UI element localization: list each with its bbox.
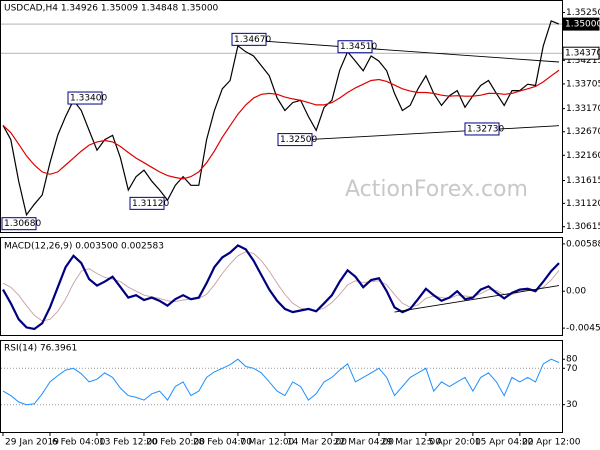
annotation-box bbox=[277, 133, 313, 147]
x-tick-label: 14 Mar 20:00 bbox=[287, 438, 347, 448]
y-tick-label: 1.33705 bbox=[566, 79, 600, 89]
annotation-box bbox=[231, 32, 267, 46]
series-line bbox=[2, 20, 560, 217]
y-tick-label: 1.35250 bbox=[566, 8, 600, 18]
annotation-label: 1.33400 bbox=[70, 94, 107, 104]
x-tick-label: 28 Feb 04:00 bbox=[193, 438, 252, 448]
price-box-label: 1.34370 bbox=[565, 49, 600, 59]
x-tick-label: 7 Mar 12:00 bbox=[240, 438, 295, 448]
y-tick-label: 0.00 bbox=[566, 287, 586, 297]
price-frame bbox=[0, 0, 563, 233]
y-tick-label: 70 bbox=[566, 364, 578, 374]
annotation-label: 1.30680 bbox=[4, 219, 41, 229]
price-box-label: 1.35000 bbox=[565, 20, 600, 30]
y-tick-label: 0.005889 bbox=[566, 239, 600, 249]
annotation-box bbox=[67, 91, 103, 105]
y-tick-label: 1.32160 bbox=[566, 151, 600, 161]
annotation-label: 1.32730 bbox=[467, 124, 504, 134]
watermark: ActionForex.com bbox=[345, 177, 528, 202]
annotation-box bbox=[129, 196, 165, 210]
y-tick-label: -0.004593 bbox=[566, 324, 600, 334]
x-tick-label: 5 Apr 20:00 bbox=[428, 438, 481, 448]
annotation-box bbox=[337, 40, 373, 54]
annotation-label: 1.34510 bbox=[340, 42, 377, 52]
annotation-box bbox=[464, 122, 500, 136]
annotation-label: 1.31120 bbox=[132, 199, 169, 209]
annotation-label: 1.34670 bbox=[234, 35, 271, 45]
y-tick-label: 1.33170 bbox=[566, 104, 600, 114]
rsi-title: RSI(14) 76.3961 bbox=[4, 344, 77, 354]
y-tick-label: 1.30615 bbox=[566, 222, 600, 232]
series-line bbox=[2, 251, 560, 322]
x-tick-label: 6 Feb 04:00 bbox=[52, 438, 106, 448]
series-line bbox=[394, 285, 560, 313]
series-line bbox=[2, 358, 560, 406]
x-tick-label: 22 Mar 04:00 bbox=[334, 438, 394, 448]
x-tick-label: 29 Mar 12:00 bbox=[381, 438, 441, 448]
y-tick-label: 1.32670 bbox=[566, 127, 600, 137]
y-tick-label: 1.31615 bbox=[566, 176, 600, 186]
price-box bbox=[562, 17, 600, 31]
rsi-frame bbox=[0, 340, 563, 433]
macd-title: MACD(12,26,9) 0.003500 0.002583 bbox=[4, 242, 164, 252]
y-tick-label: 1.34215 bbox=[566, 56, 600, 66]
x-tick-label: 13 Feb 12:00 bbox=[99, 438, 158, 448]
annotation-label: 1.32500 bbox=[280, 135, 317, 145]
y-tick-label: 1.31120 bbox=[566, 199, 600, 209]
annotation-box bbox=[1, 217, 37, 231]
chart-title: USDCAD,H4 1.34926 1.35009 1.34848 1.3500… bbox=[4, 4, 219, 14]
y-tick-label: 80 bbox=[566, 355, 578, 365]
y-tick-label: 30 bbox=[566, 400, 578, 410]
series-line bbox=[2, 69, 560, 180]
x-tick-label: 22 Apr 12:00 bbox=[522, 438, 581, 448]
x-tick-label: 29 Jan 2019 bbox=[5, 438, 59, 448]
series-line bbox=[308, 125, 560, 141]
price-box bbox=[562, 46, 600, 60]
series-line bbox=[2, 244, 560, 331]
series-line bbox=[237, 38, 560, 63]
x-tick-label: 20 Feb 20:00 bbox=[146, 438, 205, 448]
x-tick-label: 15 Apr 04:00 bbox=[475, 438, 534, 448]
macd-frame bbox=[0, 237, 563, 336]
